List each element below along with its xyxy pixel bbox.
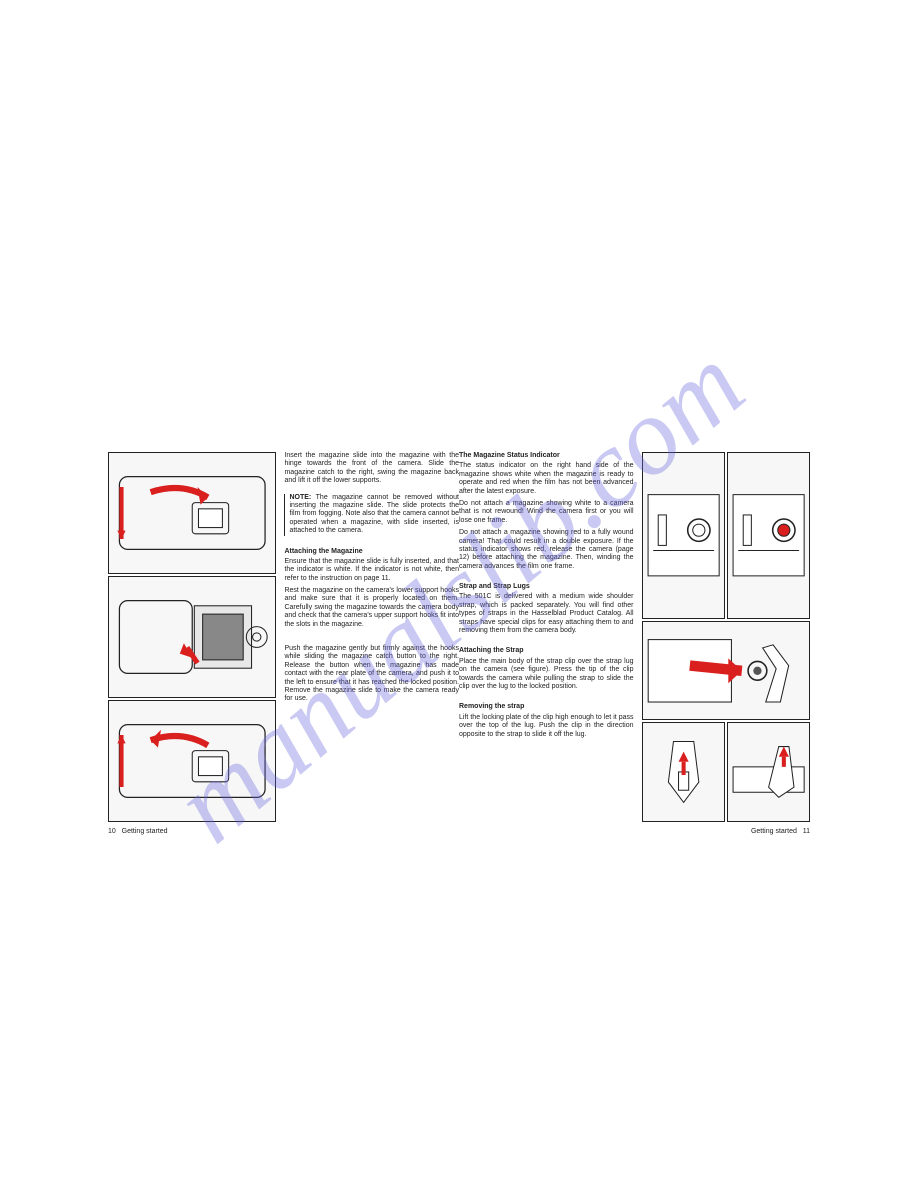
page-footer-right: Getting started 11 (751, 828, 810, 836)
page-footer-left: 10 Getting started (108, 828, 168, 836)
fig-indicator-white (642, 452, 725, 619)
fig-strap-attach (642, 621, 810, 721)
fig-indicator-red (727, 452, 810, 619)
heading-attaching-strap: Attaching the Strap (459, 647, 634, 655)
para-ensure-slide: Ensure that the magazine slide is fully … (284, 558, 459, 583)
note-body: The magazine cannot be removed without i… (289, 494, 459, 535)
note-label: NOTE: (289, 494, 311, 501)
para-red-warning: Do not attach a magazine showing red to … (459, 529, 634, 571)
right-text-column: The Magazine Status Indicator The status… (459, 452, 642, 822)
heading-strap-lugs: Strap and Strap Lugs (459, 583, 634, 591)
para-remove-strap: Lift the locking plate of the clip high … (459, 714, 634, 739)
section-name-left: Getting started (122, 828, 168, 835)
fig-magazine-attach (108, 576, 276, 698)
heading-status-indicator: The Magazine Status Indicator (459, 452, 634, 460)
para-push-magazine: Push the magazine gently but firmly agai… (284, 645, 459, 704)
page-left: Insert the magazine slide into the magaz… (108, 452, 459, 822)
fig-magazine-slide-insert (108, 452, 276, 574)
left-figures-column (108, 452, 276, 822)
strap-remove-figures (642, 722, 810, 822)
indicator-figures (642, 452, 810, 619)
left-text-column: Insert the magazine slide into the magaz… (276, 452, 459, 822)
manual-spread: Insert the magazine slide into the magaz… (108, 452, 810, 822)
right-figures-column (642, 452, 810, 822)
para-strap-intro: The 501C is delivered with a medium wide… (459, 593, 634, 635)
section-name-right: Getting started (751, 828, 797, 835)
para-white-warning: Do not attach a magazine showing white t… (459, 500, 634, 525)
heading-removing-strap: Removing the strap (459, 703, 634, 711)
heading-attaching-magazine: Attaching the Magazine (284, 548, 459, 556)
fig-strap-lift (642, 722, 725, 822)
para-insert-slide: Insert the magazine slide into the magaz… (284, 452, 459, 486)
para-attach-strap: Place the main body of the strap clip ov… (459, 658, 634, 692)
page-right: The Magazine Status Indicator The status… (459, 452, 810, 822)
note-box: NOTE: The magazine cannot be removed wit… (284, 494, 459, 536)
page-number-right: 11 (803, 828, 810, 835)
fig-magazine-lock (108, 700, 276, 822)
para-status-indicator: The status indicator on the right hand s… (459, 462, 634, 496)
page-number-left: 10 (108, 828, 116, 835)
para-rest-magazine: Rest the magazine on the camera's lower … (284, 587, 459, 629)
fig-strap-slide (727, 722, 810, 822)
